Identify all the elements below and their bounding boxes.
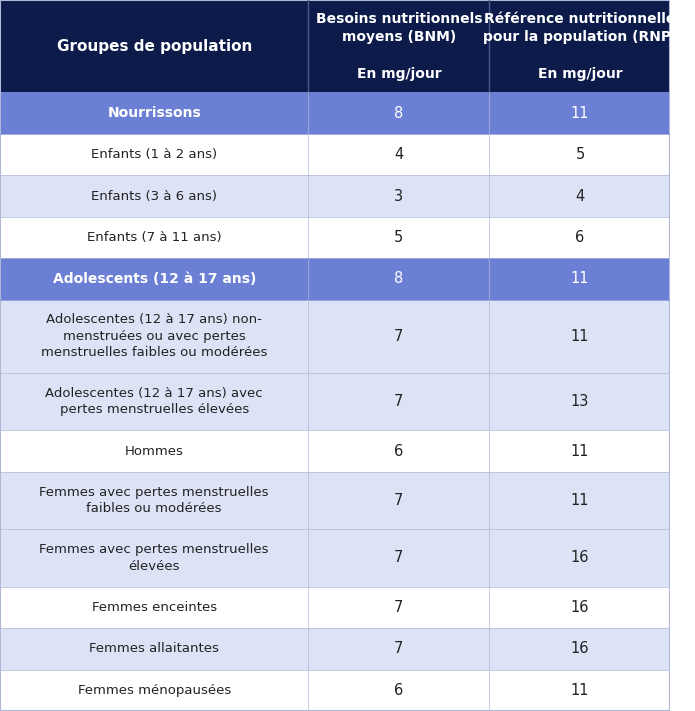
FancyBboxPatch shape [489, 670, 671, 711]
FancyBboxPatch shape [309, 529, 489, 587]
Text: Enfants (7 à 11 ans): Enfants (7 à 11 ans) [87, 231, 222, 244]
Text: 4: 4 [575, 188, 584, 203]
FancyBboxPatch shape [489, 529, 671, 587]
Text: 11: 11 [571, 683, 589, 697]
FancyBboxPatch shape [0, 670, 309, 711]
Text: Groupes de population: Groupes de population [56, 38, 252, 54]
FancyBboxPatch shape [0, 217, 309, 258]
FancyBboxPatch shape [0, 373, 309, 430]
FancyBboxPatch shape [309, 472, 489, 529]
Text: 11: 11 [571, 272, 589, 287]
FancyBboxPatch shape [0, 430, 309, 472]
FancyBboxPatch shape [309, 176, 489, 217]
Text: 4: 4 [394, 147, 404, 162]
Text: 6: 6 [394, 444, 404, 459]
FancyBboxPatch shape [309, 217, 489, 258]
Text: 5: 5 [575, 147, 584, 162]
Text: 7: 7 [394, 641, 404, 656]
FancyBboxPatch shape [309, 670, 489, 711]
Text: 5: 5 [394, 230, 404, 245]
FancyBboxPatch shape [0, 258, 309, 299]
Text: Adolescentes (12 à 17 ans) avec
pertes menstruelles élevées: Adolescentes (12 à 17 ans) avec pertes m… [45, 387, 263, 417]
FancyBboxPatch shape [309, 373, 489, 430]
Text: Femmes enceintes: Femmes enceintes [92, 601, 217, 614]
Text: 7: 7 [394, 394, 404, 410]
FancyBboxPatch shape [309, 430, 489, 472]
FancyBboxPatch shape [489, 176, 671, 217]
Text: 11: 11 [571, 444, 589, 459]
Text: Adolescents (12 à 17 ans): Adolescents (12 à 17 ans) [53, 272, 256, 286]
Text: 6: 6 [394, 683, 404, 697]
Text: 13: 13 [571, 394, 589, 410]
FancyBboxPatch shape [0, 472, 309, 529]
Text: Enfants (3 à 6 ans): Enfants (3 à 6 ans) [91, 190, 218, 203]
FancyBboxPatch shape [0, 134, 309, 176]
Text: 8: 8 [394, 106, 404, 121]
FancyBboxPatch shape [0, 176, 309, 217]
FancyBboxPatch shape [309, 258, 489, 299]
FancyBboxPatch shape [309, 92, 489, 134]
FancyBboxPatch shape [0, 92, 309, 134]
FancyBboxPatch shape [489, 430, 671, 472]
FancyBboxPatch shape [309, 628, 489, 670]
FancyBboxPatch shape [489, 472, 671, 529]
FancyBboxPatch shape [489, 258, 671, 299]
FancyBboxPatch shape [0, 299, 309, 373]
Text: 6: 6 [575, 230, 584, 245]
FancyBboxPatch shape [489, 628, 671, 670]
FancyBboxPatch shape [0, 587, 309, 628]
Text: Nourrissons: Nourrissons [107, 106, 201, 120]
FancyBboxPatch shape [309, 299, 489, 373]
Text: 7: 7 [394, 600, 404, 615]
Text: Femmes allaitantes: Femmes allaitantes [89, 642, 219, 656]
Text: Enfants (1 à 2 ans): Enfants (1 à 2 ans) [91, 148, 218, 161]
Text: Hommes: Hommes [125, 444, 183, 458]
FancyBboxPatch shape [309, 587, 489, 628]
FancyBboxPatch shape [489, 92, 671, 134]
Text: 16: 16 [571, 600, 589, 615]
Text: 7: 7 [394, 493, 404, 508]
Text: Femmes avec pertes menstruelles
élevées: Femmes avec pertes menstruelles élevées [40, 543, 269, 572]
FancyBboxPatch shape [489, 373, 671, 430]
Text: 3: 3 [394, 188, 404, 203]
Text: 11: 11 [571, 329, 589, 344]
Text: 7: 7 [394, 550, 404, 565]
Text: 16: 16 [571, 550, 589, 565]
Text: 11: 11 [571, 493, 589, 508]
Text: Besoins nutritionnels
moyens (BNM)

En mg/jour: Besoins nutritionnels moyens (BNM) En mg… [316, 11, 482, 81]
Text: 11: 11 [571, 106, 589, 121]
FancyBboxPatch shape [489, 217, 671, 258]
Text: 16: 16 [571, 641, 589, 656]
Text: Adolescentes (12 à 17 ans) non-
menstruées ou avec pertes
menstruelles faibles o: Adolescentes (12 à 17 ans) non- menstrué… [41, 314, 268, 359]
Text: 8: 8 [394, 272, 404, 287]
FancyBboxPatch shape [489, 587, 671, 628]
FancyBboxPatch shape [0, 529, 309, 587]
Text: 7: 7 [394, 329, 404, 344]
FancyBboxPatch shape [489, 299, 671, 373]
Text: Femmes ménopausées: Femmes ménopausées [78, 684, 231, 697]
FancyBboxPatch shape [0, 0, 671, 92]
FancyBboxPatch shape [0, 628, 309, 670]
FancyBboxPatch shape [309, 134, 489, 176]
Text: Référence nutritionnelle
pour la population (RNP)

En mg/jour: Référence nutritionnelle pour la populat… [483, 11, 677, 81]
Text: Femmes avec pertes menstruelles
faibles ou modérées: Femmes avec pertes menstruelles faibles … [40, 486, 269, 515]
FancyBboxPatch shape [489, 134, 671, 176]
